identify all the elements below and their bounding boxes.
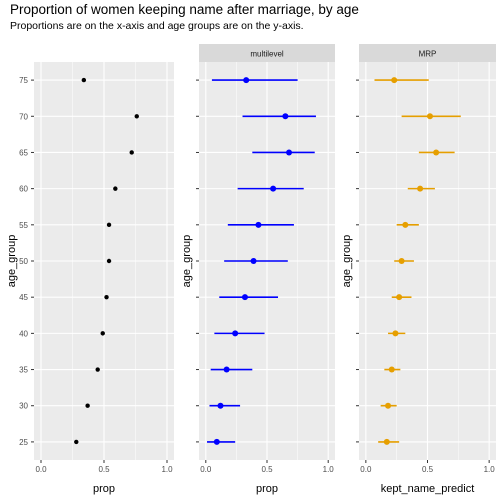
- point-65: [433, 149, 440, 156]
- x-tick-label: 1.0: [323, 465, 335, 474]
- point-65: [129, 150, 134, 155]
- point-35: [95, 367, 100, 372]
- x-tick-label: 0.0: [35, 465, 47, 474]
- x-axis-label: prop: [93, 483, 115, 495]
- point-30: [385, 402, 392, 409]
- y-axis-label: age_group: [6, 235, 18, 288]
- point-65: [286, 149, 293, 156]
- chart-subtitle: Proportions are on the x-axis and age gr…: [10, 20, 304, 32]
- facet-strip: [199, 44, 335, 62]
- x-tick-label: 0.5: [261, 465, 273, 474]
- y-axis-label: age_group: [341, 235, 353, 288]
- point-35: [223, 366, 230, 373]
- point-75: [81, 77, 87, 83]
- y-tick-label-65: 65: [19, 148, 28, 157]
- panel-mrp: MRP 0.0 0.5 1.0 kept_name_predict age_group: [341, 44, 496, 495]
- facet-strip-label: MRP: [419, 50, 437, 59]
- panel-raw: 25 30 35 40 45 50 55 60 65 70 75 0.0 0.5 1.0 prop age_g…: [6, 62, 174, 495]
- point-70: [282, 113, 289, 120]
- point-75: [391, 77, 398, 84]
- point-75: [243, 77, 250, 84]
- point-45: [104, 294, 109, 300]
- x-tick-label: 1.0: [484, 465, 496, 474]
- point-70: [134, 114, 139, 119]
- y-tick-label-45: 45: [19, 293, 28, 302]
- panel-multilevel: multilevel 0.0 0.5 1.0 prop age_group: [181, 44, 335, 495]
- point-55: [255, 221, 262, 228]
- y-axis-label: age_group: [181, 235, 193, 288]
- point-45: [396, 294, 403, 301]
- y-tick-label-70: 70: [19, 112, 28, 121]
- y-tick-label-60: 60: [19, 185, 28, 194]
- y-tick-label-55: 55: [19, 221, 28, 230]
- point-40: [392, 330, 399, 337]
- x-tick-label: 0.5: [422, 465, 434, 474]
- x-axis-label: kept_name_predict: [381, 483, 475, 495]
- point-40: [232, 330, 239, 337]
- y-tick-label-30: 30: [19, 402, 28, 411]
- chart-title: Proportion of women keeping name after m…: [10, 2, 359, 17]
- point-25: [74, 439, 79, 445]
- point-60: [113, 186, 118, 191]
- x-tick-label: 0.0: [200, 465, 212, 474]
- y-tick-label-50: 50: [19, 257, 28, 266]
- point-25: [383, 438, 390, 445]
- point-30: [85, 403, 90, 408]
- point-55: [402, 221, 409, 228]
- x-tick-label: 0.0: [360, 465, 372, 474]
- point-30: [217, 402, 224, 409]
- x-axis-label: prop: [256, 483, 278, 495]
- point-25: [213, 438, 220, 445]
- point-70: [426, 113, 433, 120]
- point-35: [388, 366, 395, 373]
- y-tick-label-35: 35: [19, 366, 28, 375]
- y-tick-label-40: 40: [19, 329, 28, 338]
- point-55: [106, 222, 112, 228]
- x-tick-label: 0.5: [98, 465, 110, 474]
- facet-strip-label: multilevel: [250, 50, 284, 59]
- point-45: [241, 294, 248, 301]
- point-50: [398, 258, 405, 264]
- point-60: [417, 185, 424, 192]
- facet-strip: [359, 44, 496, 62]
- point-50: [250, 258, 257, 264]
- point-50: [106, 258, 112, 264]
- point-40: [100, 331, 105, 336]
- y-tick-label-25: 25: [19, 438, 28, 447]
- y-tick-label-75: 75: [19, 76, 28, 85]
- point-60: [270, 185, 277, 192]
- x-tick-label: 1.0: [161, 465, 173, 474]
